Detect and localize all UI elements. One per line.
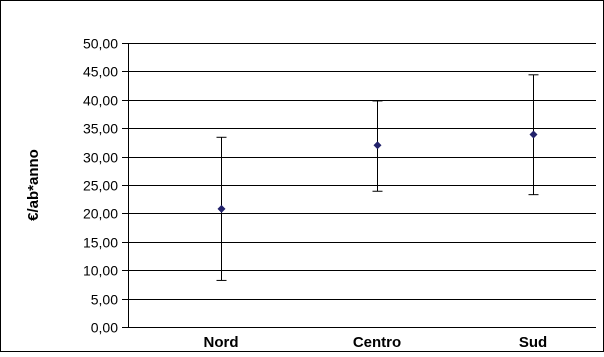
y-tick-label: 10,00 <box>83 263 118 279</box>
data-point-marker <box>529 130 538 139</box>
x-tick-label: Nord <box>204 334 239 351</box>
y-tick-label: 30,00 <box>83 150 118 166</box>
x-tick-label: Centro <box>353 334 401 351</box>
y-tick-labels: 0,00 5,00 10,00 15,00 20,00 25,00 30,00 35,00 40… <box>83 36 118 336</box>
y-tick-label: 45,00 <box>83 64 118 80</box>
y-tick-label: 40,00 <box>83 93 118 109</box>
x-tick-label: Sud <box>519 334 547 351</box>
data-point-marker <box>373 141 382 150</box>
y-tick-label: 20,00 <box>83 206 118 222</box>
y-axis-label: €/ab*anno <box>25 149 42 221</box>
data-points <box>217 130 538 213</box>
axes <box>122 43 596 328</box>
gridlines <box>128 43 596 300</box>
y-tick-label: 5,00 <box>91 292 118 308</box>
y-tick-label: 15,00 <box>83 235 118 251</box>
data-point-marker <box>217 204 226 213</box>
y-tick-label: 0,00 <box>91 320 118 336</box>
y-tick-label: 50,00 <box>83 36 118 52</box>
x-tick-labels: Nord Centro Sud <box>204 334 548 351</box>
y-tick-label: 35,00 <box>83 121 118 137</box>
y-tick-label: 25,00 <box>83 178 118 194</box>
